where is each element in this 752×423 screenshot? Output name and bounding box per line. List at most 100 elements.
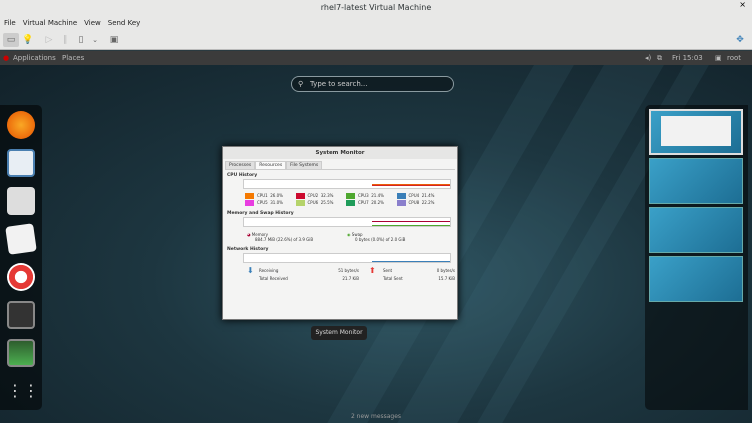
network-heading: Network History: [227, 247, 269, 252]
monitor-title: System Monitor: [223, 147, 457, 159]
total-received-label: Total Received: [259, 276, 288, 281]
cpu-label: CPU3: [358, 193, 369, 198]
cpu-graph: [243, 179, 451, 189]
pause-icon[interactable]: ∥: [62, 35, 68, 45]
tab-resources[interactable]: Resources: [255, 161, 287, 169]
files-icon[interactable]: [7, 187, 35, 215]
memory-pie-icon: ◕: [247, 232, 251, 237]
memory-value: 884.7 MiB (22.6%) of 3.9 GiB: [255, 237, 314, 242]
terminal-icon[interactable]: [7, 301, 35, 329]
menu-send-key[interactable]: Send Key: [107, 19, 141, 27]
cpu-color-swatch[interactable]: [346, 193, 355, 199]
places-menu[interactable]: Places: [62, 54, 85, 62]
swap-pie-icon: ◉: [347, 232, 351, 237]
cpu-legend-item: CPU1 26.0%: [245, 193, 296, 199]
cpu-color-swatch[interactable]: [245, 200, 254, 206]
details-icon[interactable]: 💡: [22, 35, 34, 45]
cpu-value: 31.0%: [270, 200, 283, 205]
volume-icon[interactable]: ◂): [645, 54, 652, 62]
cpu-value: 21.4%: [421, 193, 435, 198]
cpu-label: CPU1: [257, 193, 268, 198]
total-received-value: 21.7 KiB: [342, 276, 359, 281]
system-monitor-icon[interactable]: [7, 339, 35, 367]
console-icon[interactable]: ▭: [3, 33, 19, 47]
documents-icon[interactable]: [5, 223, 37, 255]
cpu-value: 22.2%: [421, 200, 435, 205]
total-sent-value: 15.7 KiB: [438, 276, 455, 281]
search-input[interactable]: ⚲ Type to search...: [291, 76, 454, 92]
cpu-label: CPU5: [257, 200, 268, 205]
dropdown-icon[interactable]: ⌄: [92, 36, 98, 44]
cpu-label: CPU6: [307, 200, 319, 205]
cpu-label: CPU8: [408, 200, 420, 205]
tab-file-systems[interactable]: File Systems: [286, 161, 323, 169]
run-icon[interactable]: ▷: [45, 35, 53, 45]
fullscreen-icon[interactable]: ▣: [109, 35, 119, 45]
memory-heading: Memory and Swap History: [227, 211, 294, 216]
menu-virtual-machine[interactable]: Virtual Machine: [22, 19, 78, 27]
help-icon[interactable]: [7, 263, 35, 291]
clock[interactable]: Fri 15:03: [672, 54, 703, 62]
swap-value: 0 bytes (0.0%) of 2.0 GiB: [355, 237, 406, 242]
shutdown-icon[interactable]: ▯: [78, 35, 84, 45]
receiving-arrow-icon: ⬇: [247, 266, 254, 275]
cpu-legend-item: CPU3 21.4%: [346, 193, 397, 199]
menubar: File Virtual Machine View Send Key: [0, 16, 752, 30]
cpu-label: CPU7: [358, 200, 369, 205]
cpu-label: CPU2: [307, 193, 319, 198]
sent-arrow-icon: ⬆: [369, 266, 376, 275]
cpu-color-swatch[interactable]: [346, 200, 355, 206]
cpu-color-swatch[interactable]: [245, 193, 254, 199]
resize-icon[interactable]: ✥: [736, 35, 744, 45]
receiving-value: 51 bytes/s: [338, 268, 359, 273]
cpu-legend-item: CPU6 25.5%: [295, 200, 347, 206]
cpu-color-swatch[interactable]: [295, 200, 305, 206]
cpu-value: 20.2%: [371, 200, 384, 205]
memory-graph: [243, 217, 451, 227]
sent-value: 0 bytes/s: [436, 268, 455, 273]
firefox-icon[interactable]: [7, 111, 35, 139]
workspace-2[interactable]: [649, 158, 743, 204]
search-icon: ⚲: [298, 80, 304, 88]
window-title: rhel7-latest Virtual Machine: [320, 3, 432, 12]
workspace-4[interactable]: [649, 256, 743, 302]
dash: ⋮⋮: [0, 105, 42, 410]
system-monitor-window[interactable]: System Monitor Processes Resources File …: [222, 146, 458, 320]
window-caption: System Monitor: [311, 326, 367, 340]
cpu-value: 32.3%: [320, 193, 334, 198]
cpu-legend-item: CPU4 21.4%: [396, 193, 448, 199]
menu-view[interactable]: View: [84, 19, 101, 27]
workspace-1[interactable]: [649, 109, 743, 155]
cpu-color-swatch[interactable]: [396, 193, 406, 199]
tab-processes[interactable]: Processes: [225, 161, 256, 169]
message-tray-notice[interactable]: 2 new messages: [350, 413, 402, 420]
cpu-legend-item: CPU2 32.3%: [295, 193, 347, 199]
total-sent-label: Total Sent: [383, 276, 403, 281]
cpu-history-heading: CPU History: [227, 173, 258, 178]
show-applications-icon[interactable]: ⋮⋮: [7, 381, 39, 400]
cpu-value: 26.0%: [270, 193, 283, 198]
cpu-color-swatch[interactable]: [396, 200, 406, 206]
cpu-value: 25.5%: [320, 200, 334, 205]
menu-file[interactable]: File: [4, 19, 16, 27]
search-placeholder: Type to search...: [310, 80, 368, 88]
redhat-icon: ●: [3, 54, 10, 62]
memory-label: Memory: [251, 232, 269, 237]
cpu-legend: CPU1 26.0% CPU2 32.3% CPU3 21.4% CPU4 21.4%…: [245, 193, 447, 206]
applications-menu[interactable]: Applications: [13, 54, 56, 62]
cpu-legend-item: CPU7 20.2%: [346, 200, 397, 206]
window-titlebar: rhel7-latest Virtual Machine: [0, 0, 752, 16]
network-icon[interactable]: ⧉: [657, 54, 662, 62]
receiving-label: Receiving: [259, 268, 279, 273]
swap-label: Swap: [351, 232, 363, 237]
close-button[interactable]: ×: [739, 0, 746, 9]
cpu-value: 21.4%: [371, 193, 384, 198]
workspace-3[interactable]: [649, 207, 743, 253]
gnome-top-bar: ● Applications Places ◂) ⧉ Fri 15:03 ▣ r…: [0, 51, 752, 65]
network-graph: [243, 253, 451, 263]
user-icon[interactable]: ▣: [715, 54, 722, 62]
cpu-legend-item: CPU8 22.2%: [396, 200, 448, 206]
user-menu[interactable]: root: [727, 54, 742, 62]
writer-icon[interactable]: [7, 149, 35, 177]
cpu-color-swatch[interactable]: [295, 193, 305, 199]
